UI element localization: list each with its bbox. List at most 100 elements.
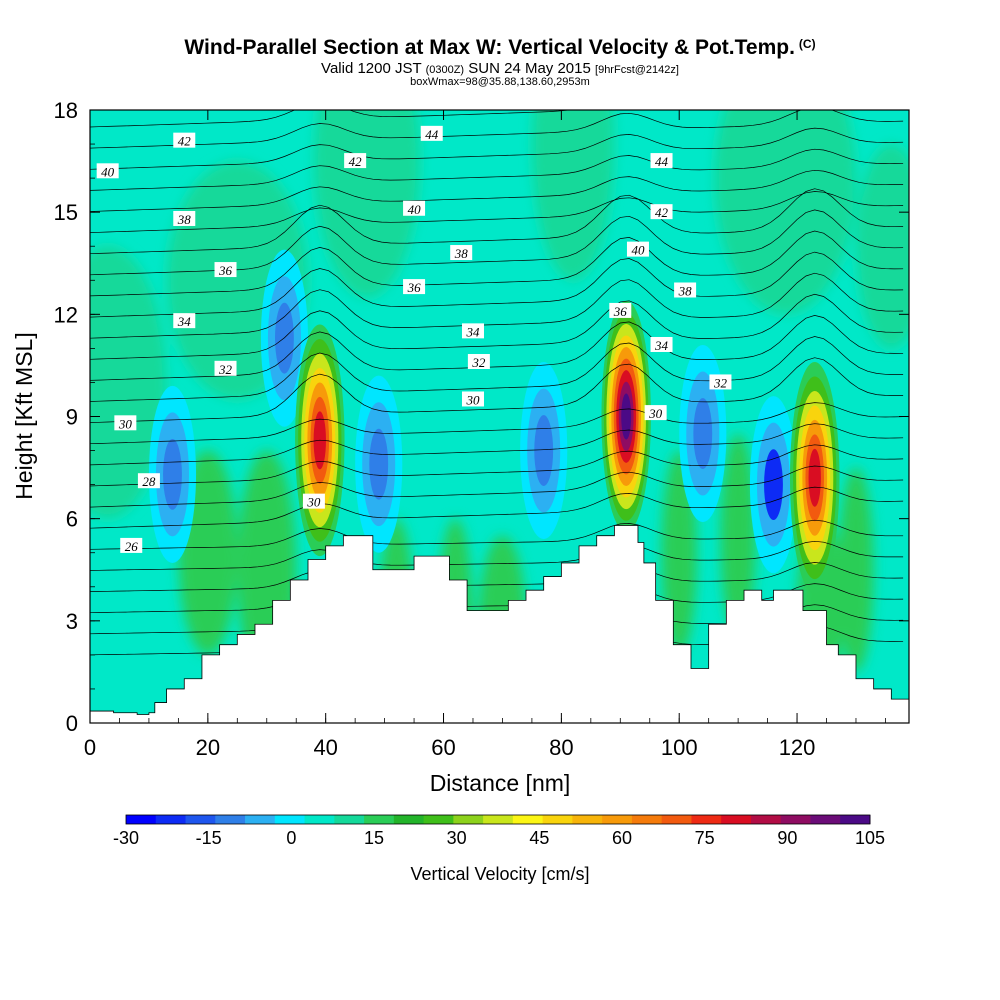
contour-label-text: 30 <box>648 406 663 421</box>
y-tick-label: 15 <box>54 200 78 225</box>
contour-label-text: 36 <box>218 263 233 278</box>
theta-contour <box>90 357 904 423</box>
contour-label: 26 <box>120 537 143 554</box>
colorbar-swatch <box>274 815 306 824</box>
colorbar-swatch <box>304 815 335 824</box>
contour-label: 30 <box>461 391 484 407</box>
colorbar-tick-label: 105 <box>855 828 885 848</box>
y-tick-label: 9 <box>66 405 78 430</box>
colorbar-swatch <box>750 815 782 824</box>
colorbar-swatch <box>215 815 246 824</box>
colorbar-tick-label: 60 <box>612 828 632 848</box>
y-tick-label: 6 <box>66 507 78 532</box>
title-mark: (C) <box>798 37 816 51</box>
weak-updraft-region <box>855 144 909 349</box>
contour-label-text: 32 <box>218 362 233 377</box>
colorbar-tick-label: -30 <box>113 828 139 848</box>
contour-label-text: 34 <box>177 314 192 329</box>
contour-label-text: 32 <box>713 375 728 390</box>
colorbar-swatch <box>126 815 157 824</box>
colorbar-swatch <box>245 815 276 824</box>
colorbar-swatch <box>691 815 722 824</box>
colorbar-swatch <box>572 815 603 824</box>
colorbar-tick-label: 90 <box>777 828 797 848</box>
contour-label: 38 <box>674 282 697 298</box>
contour-label: 34 <box>650 336 673 353</box>
x-tick-label: 0 <box>84 735 96 760</box>
colorbar-swatch <box>810 815 841 824</box>
downdraft-core <box>679 344 727 523</box>
downdraft-core <box>148 385 197 563</box>
weak-updraft-region <box>714 110 856 315</box>
contour-label-text: 30 <box>465 392 480 407</box>
theta-contour <box>90 169 904 212</box>
y-tick-label: 12 <box>54 302 78 327</box>
contour-label: 42 <box>173 132 196 149</box>
y-tick-label: 3 <box>66 609 78 634</box>
contour-label-text: 30 <box>118 416 133 431</box>
contour-label: 42 <box>650 204 673 220</box>
chart-title: Wind-Parallel Section at Max W: Vertical… <box>184 36 816 59</box>
x-tick-label: 20 <box>196 735 220 760</box>
weak-updraft-region <box>90 246 167 519</box>
contour-label-text: 34 <box>465 324 480 339</box>
contour-label-text: 32 <box>471 355 486 370</box>
contour-label: 40 <box>96 163 119 179</box>
contour-label: 36 <box>214 262 237 278</box>
x-tick-label: 40 <box>313 735 337 760</box>
colorbar-swatch <box>631 815 663 824</box>
contour-label: 36 <box>403 279 426 295</box>
downdraft-core <box>749 396 798 574</box>
contour-label: 32 <box>709 374 732 390</box>
colorbar-swatch <box>453 815 484 824</box>
colorbar-tick-label: 30 <box>447 828 467 848</box>
contour-label-text: 40 <box>101 164 115 179</box>
colorbar-swatch <box>393 815 425 824</box>
contour-label: 38 <box>450 245 473 261</box>
terrain-mask <box>90 525 909 723</box>
theta-contour <box>90 402 904 445</box>
contour-label-text: 38 <box>454 246 469 261</box>
contour-label: 32 <box>467 354 490 370</box>
theta-contour <box>90 230 904 297</box>
colorbar-tick-label: 15 <box>364 828 384 848</box>
contour-label-text: 38 <box>177 212 192 227</box>
colorbar-tick-label: -15 <box>196 828 222 848</box>
contour-label: 38 <box>173 210 196 227</box>
colorbar-swatch <box>185 815 216 824</box>
colorbar-tick-label: 0 <box>286 828 296 848</box>
downdraft-core <box>355 375 403 553</box>
contour-label-text: 42 <box>178 134 192 149</box>
contour-label: 28 <box>137 473 160 489</box>
contour-label: 30 <box>114 415 137 431</box>
theta-contour <box>90 423 904 466</box>
theta-contour <box>90 486 904 529</box>
x-tick-label: 80 <box>549 735 573 760</box>
weak-updraft-region <box>531 110 615 281</box>
colorbar-swatch <box>840 815 871 824</box>
colorbar-label: Vertical Velocity [cm/s] <box>410 864 589 884</box>
y-tick-label: 0 <box>66 711 78 736</box>
contour-label: 44 <box>420 125 443 142</box>
colorbar-swatch <box>661 815 692 824</box>
contour-label: 30 <box>302 493 325 510</box>
contour-label: 34 <box>173 313 196 329</box>
theta-contour <box>90 110 904 149</box>
theta-contour <box>90 315 904 381</box>
colorbar-tick-label: 45 <box>529 828 549 848</box>
contour-label-text: 30 <box>306 495 321 510</box>
contour-label: 40 <box>626 241 649 258</box>
contour-label-text: 28 <box>142 474 156 489</box>
colorbar-swatch <box>602 815 633 824</box>
theta-contour <box>90 188 904 255</box>
theta-contour <box>90 148 904 191</box>
contour-label: 40 <box>403 200 426 217</box>
low-level-updraft <box>838 467 874 672</box>
chart-subtitle: Valid 1200 JST (0300Z) SUN 24 May 2015 [… <box>321 60 679 77</box>
contour-label: 30 <box>644 405 667 421</box>
colorbar-swatch <box>512 815 544 824</box>
contour-label-text: 42 <box>655 205 669 220</box>
x-axis-label: Distance [nm] <box>430 770 571 796</box>
x-tick-label: 120 <box>779 735 816 760</box>
contour-label-text: 44 <box>425 127 439 142</box>
